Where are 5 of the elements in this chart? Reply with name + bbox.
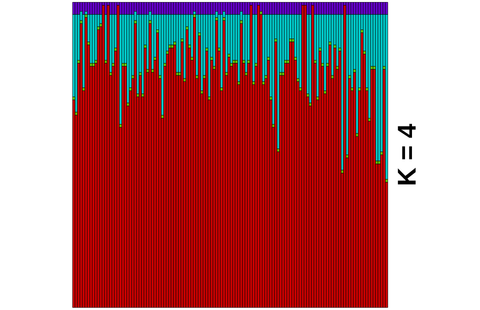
bar <box>193 17 196 308</box>
bar <box>250 4 253 308</box>
bar <box>84 17 88 308</box>
bar <box>116 4 120 308</box>
y-axis-title: K = 4 <box>398 124 416 184</box>
